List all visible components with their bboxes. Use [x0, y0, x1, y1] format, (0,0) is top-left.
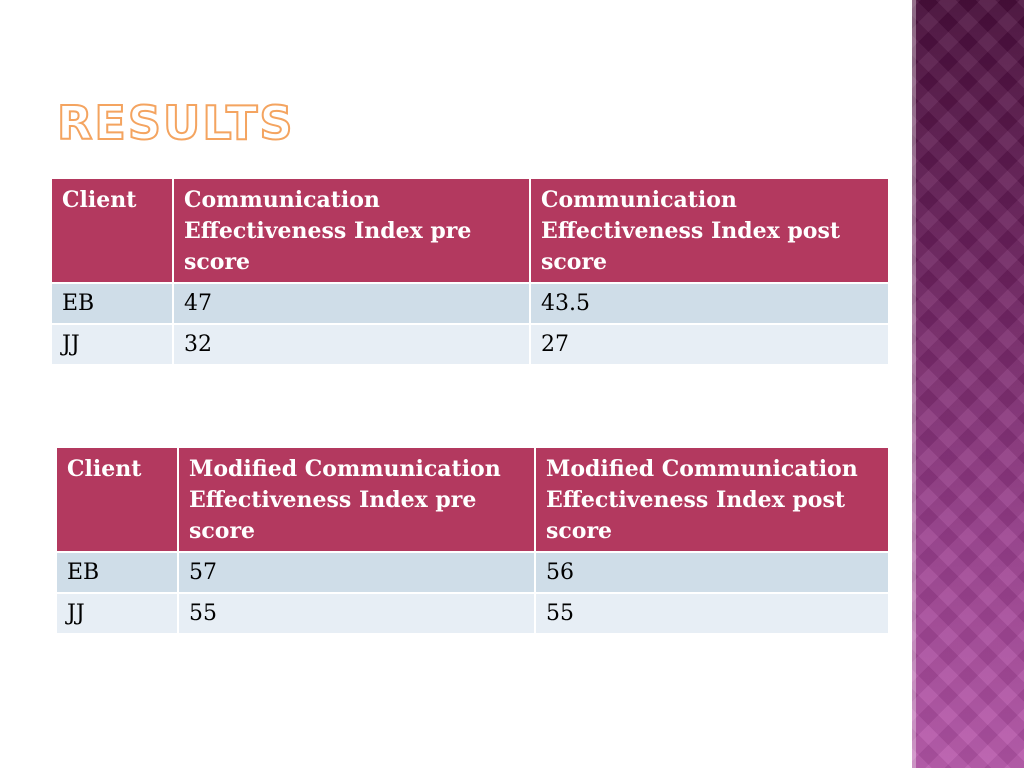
- results-table-modified-cei: Client Modified Communication Effectiven…: [55, 446, 890, 635]
- table-row: JJ 55 55: [57, 594, 888, 633]
- cell-post-score: 43.5: [531, 284, 888, 323]
- table-header-row: Client Communication Effectiveness Index…: [52, 179, 888, 282]
- results-table-cei: Client Communication Effectiveness Index…: [50, 177, 890, 366]
- cell-post-score: 56: [536, 553, 888, 592]
- cell-client: EB: [57, 553, 177, 592]
- header-client: Client: [52, 179, 172, 282]
- table-row: EB 47 43.5: [52, 284, 888, 323]
- cell-pre-score: 47: [174, 284, 529, 323]
- header-pre-score: Modified Communication Effectiveness Ind…: [179, 448, 534, 551]
- decorative-side-band: [912, 0, 1024, 768]
- cell-client: EB: [52, 284, 172, 323]
- cell-pre-score: 55: [179, 594, 534, 633]
- cell-client: JJ: [57, 594, 177, 633]
- cell-pre-score: 32: [174, 325, 529, 364]
- slide-title: RESULTS: [56, 96, 295, 150]
- header-post-score: Communication Effectiveness Index post s…: [531, 179, 888, 282]
- cell-pre-score: 57: [179, 553, 534, 592]
- table-row: EB 57 56: [57, 553, 888, 592]
- cell-client: JJ: [52, 325, 172, 364]
- header-client: Client: [57, 448, 177, 551]
- cell-post-score: 27: [531, 325, 888, 364]
- table-header-row: Client Modified Communication Effectiven…: [57, 448, 888, 551]
- header-post-score: Modified Communication Effectiveness Ind…: [536, 448, 888, 551]
- cell-post-score: 55: [536, 594, 888, 633]
- header-pre-score: Communication Effectiveness Index pre sc…: [174, 179, 529, 282]
- table-row: JJ 32 27: [52, 325, 888, 364]
